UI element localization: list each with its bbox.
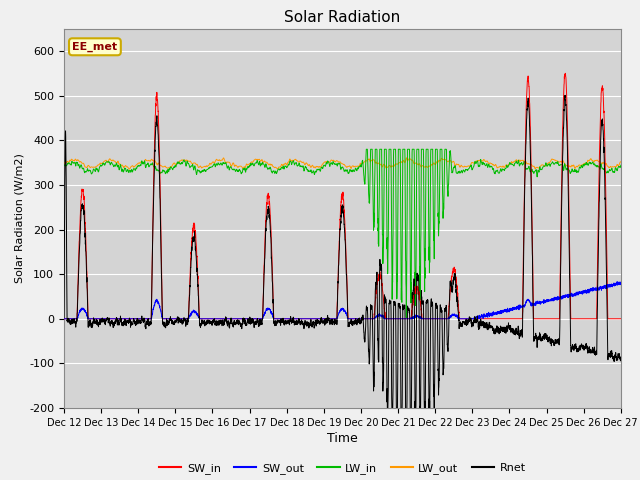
Title: Solar Radiation: Solar Radiation bbox=[284, 10, 401, 25]
Text: EE_met: EE_met bbox=[72, 42, 118, 52]
X-axis label: Time: Time bbox=[327, 432, 358, 445]
Y-axis label: Solar Radiation (W/m2): Solar Radiation (W/m2) bbox=[15, 154, 25, 283]
Legend: SW_in, SW_out, LW_in, LW_out, Rnet: SW_in, SW_out, LW_in, LW_out, Rnet bbox=[155, 458, 530, 478]
